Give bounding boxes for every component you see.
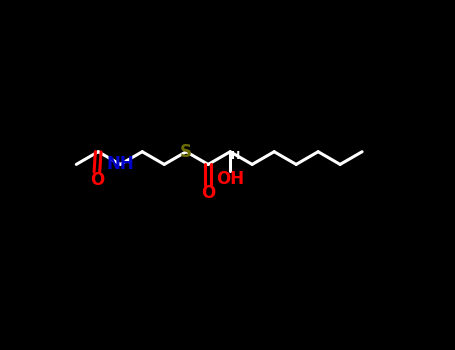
Text: O: O xyxy=(201,184,215,202)
Text: O: O xyxy=(90,171,104,189)
Text: S: S xyxy=(180,143,192,161)
Text: NH: NH xyxy=(106,155,134,173)
Text: H: H xyxy=(231,151,240,161)
Text: OH: OH xyxy=(216,170,244,188)
